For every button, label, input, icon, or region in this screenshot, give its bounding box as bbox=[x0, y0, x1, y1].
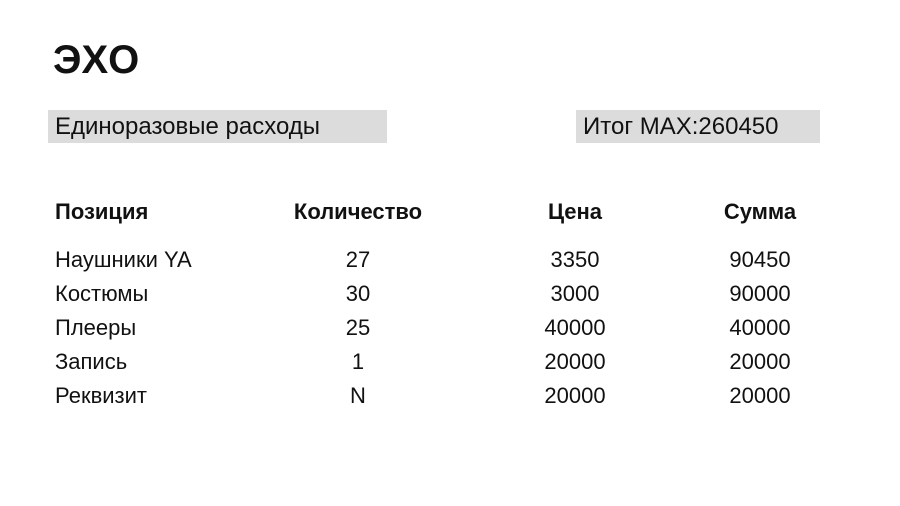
cell-position: Запись bbox=[55, 349, 128, 374]
cell-sum: 40000 bbox=[729, 315, 791, 340]
cell-quantity: 27 bbox=[345, 247, 371, 272]
page-title: ЭХО bbox=[53, 38, 141, 82]
header-quantity: Количество bbox=[293, 199, 423, 224]
cell-position: Костюмы bbox=[55, 281, 149, 306]
cell-position: Реквизит bbox=[55, 383, 147, 408]
header-price: Цена bbox=[547, 199, 603, 224]
table-row: Наушники YA 27 3350 90450 bbox=[0, 245, 900, 275]
cell-price: 20000 bbox=[544, 349, 606, 374]
cell-sum: 20000 bbox=[729, 349, 791, 374]
total-label: Итог MAX:260450 bbox=[576, 110, 820, 143]
cell-price: 3000 bbox=[550, 281, 600, 306]
cell-sum: 90450 bbox=[729, 247, 791, 272]
cell-sum: 90000 bbox=[729, 281, 791, 306]
cell-position: Наушники YA bbox=[55, 247, 192, 272]
cell-quantity: 30 bbox=[345, 281, 371, 306]
cell-quantity: N bbox=[350, 383, 366, 408]
header-sum: Сумма bbox=[723, 199, 797, 224]
cell-price: 20000 bbox=[544, 383, 606, 408]
table-row: Костюмы 30 3000 90000 bbox=[0, 279, 900, 309]
cell-price: 3350 bbox=[550, 247, 600, 272]
table-row: Запись 1 20000 20000 bbox=[0, 347, 900, 377]
cell-quantity: 1 bbox=[351, 349, 365, 374]
cell-price: 40000 bbox=[544, 315, 606, 340]
cell-quantity: 25 bbox=[345, 315, 371, 340]
table-header: Позиция Количество Цена Сумма bbox=[0, 197, 900, 227]
header-position: Позиция bbox=[55, 199, 149, 224]
section-label: Единоразовые расходы bbox=[48, 110, 387, 143]
cell-sum: 20000 bbox=[729, 383, 791, 408]
cell-position: Плееры bbox=[55, 315, 137, 340]
table-row: Реквизит N 20000 20000 bbox=[0, 381, 900, 411]
table-row: Плееры 25 40000 40000 bbox=[0, 313, 900, 343]
